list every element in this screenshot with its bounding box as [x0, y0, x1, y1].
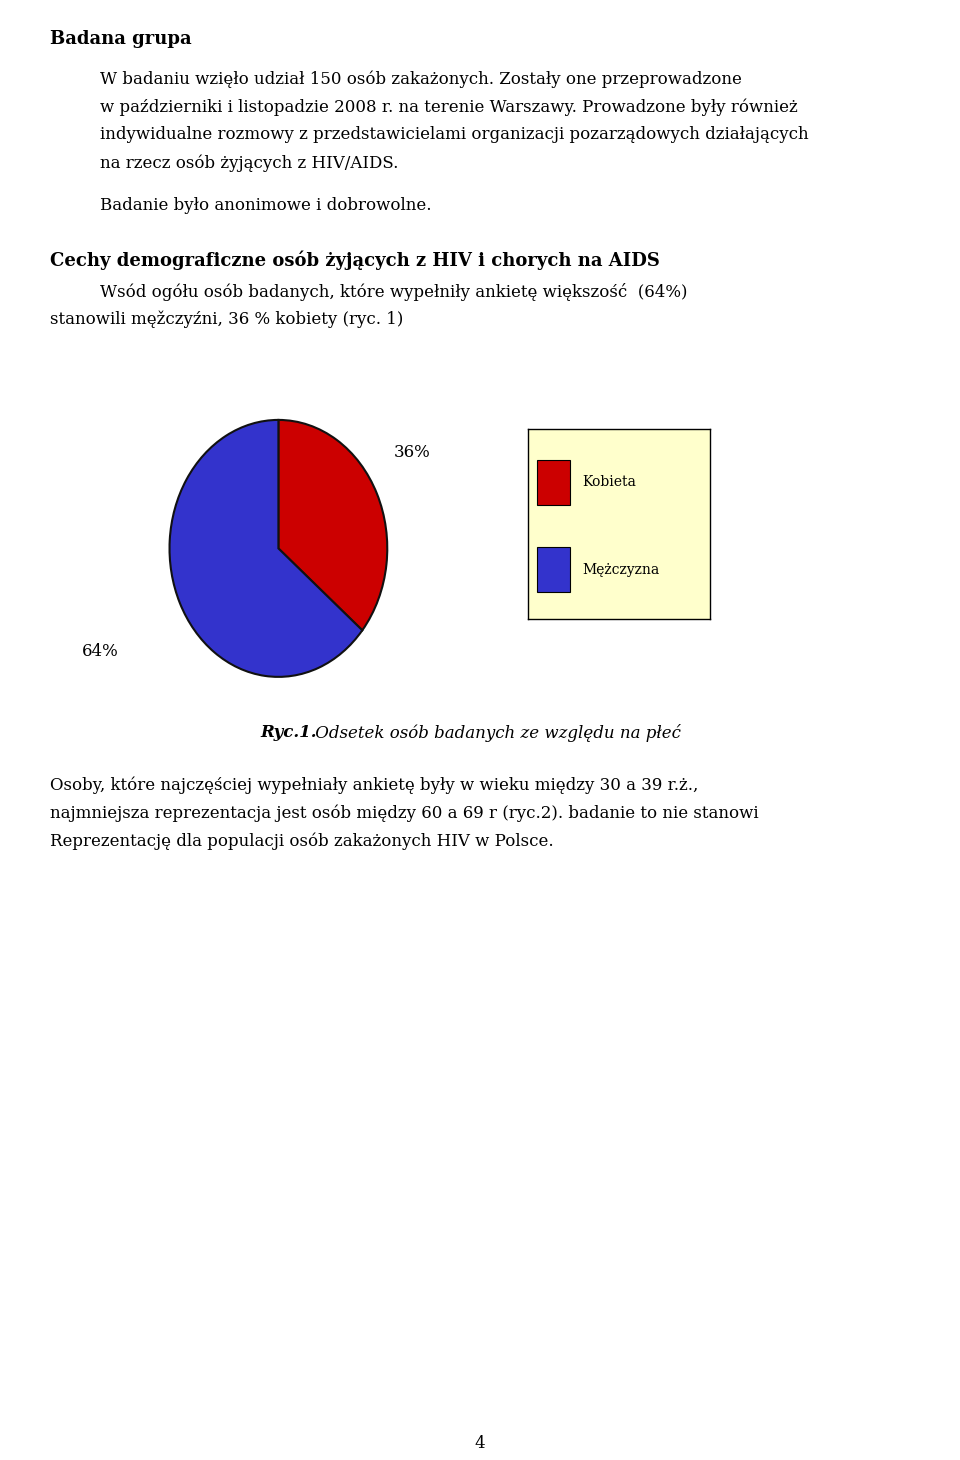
Text: Odsetek osób badanych ze względu na płeć: Odsetek osób badanych ze względu na płeć	[310, 724, 681, 742]
Text: Mężczyzna: Mężczyzna	[583, 562, 660, 577]
Text: w październiki i listopadzie 2008 r. na terenie Warszawy. Prowadzone były równie: w październiki i listopadzie 2008 r. na …	[100, 98, 798, 115]
Text: 36%: 36%	[394, 444, 430, 460]
Bar	[538, 548, 570, 593]
Text: 4: 4	[474, 1435, 486, 1453]
Wedge shape	[278, 420, 387, 631]
Text: Kobieta: Kobieta	[583, 476, 636, 489]
Text: Badanie było anonimowe i dobrowolne.: Badanie było anonimowe i dobrowolne.	[100, 197, 431, 215]
Text: Wsód ogółu osób badanych, które wypełniły ankietę większość  (64%): Wsód ogółu osób badanych, które wypełnił…	[100, 283, 687, 301]
Bar	[538, 460, 570, 505]
Text: stanowili męžczyźni, 36 % kobiety (ryc. 1): stanowili męžczyźni, 36 % kobiety (ryc. …	[50, 311, 403, 329]
Text: na rzecz osób żyjących z HIV/AIDS.: na rzecz osób żyjących z HIV/AIDS.	[100, 153, 398, 171]
Text: Ryc.1.: Ryc.1.	[260, 724, 317, 742]
Text: Reprezentację dla populacji osób zakażonych HIV w Polsce.: Reprezentację dla populacji osób zakażon…	[50, 834, 554, 851]
Text: Badana grupa: Badana grupa	[50, 31, 192, 48]
Text: indywidualne rozmowy z przedstawicielami organizacji pozarządowych działających: indywidualne rozmowy z przedstawicielami…	[100, 126, 808, 143]
Text: 64%: 64%	[82, 642, 118, 660]
Text: Osoby, które najczęściej wypełniały ankietę były w wieku między 30 a 39 r.ż.,: Osoby, które najczęściej wypełniały anki…	[50, 777, 698, 794]
Wedge shape	[170, 420, 362, 677]
Text: W badaniu wzięło udział 150 osób zakażonych. Zostały one przeprowadzone: W badaniu wzięło udział 150 osób zakażon…	[100, 70, 742, 88]
Text: Cechy demograficzne osób żyjących z HIV i chorych na AIDS: Cechy demograficzne osób żyjących z HIV …	[50, 250, 660, 270]
Text: najmniejsza reprezentacja jest osób między 60 a 69 r (ryc.2). badanie to nie sta: najmniejsza reprezentacja jest osób międ…	[50, 804, 758, 822]
